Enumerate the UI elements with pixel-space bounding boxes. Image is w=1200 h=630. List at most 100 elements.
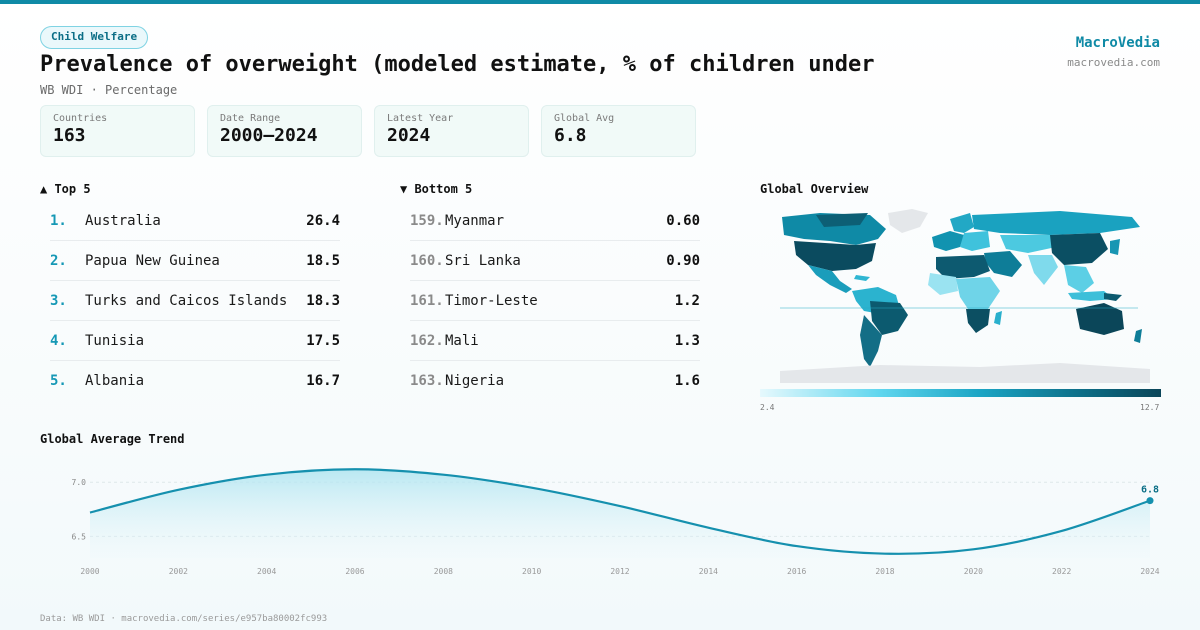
data-point[interactable]	[264, 472, 269, 477]
data-point[interactable]	[618, 504, 623, 509]
country-name: Sri Lanka	[445, 252, 521, 269]
region-mexico[interactable]	[808, 265, 852, 293]
x-tick-label: 2014	[699, 567, 718, 576]
region-europe-east[interactable]	[960, 231, 990, 251]
region-brazil[interactable]	[870, 301, 908, 335]
legend-min-label: 2.4	[760, 403, 775, 412]
country-value: 16.7	[306, 373, 340, 389]
x-tick-label: 2002	[169, 567, 188, 576]
rank-number: 161.	[410, 292, 444, 309]
trend-chart[interactable]: 7.0 6.5 6.8 2000 2002 2004 2006 2008 2010 2012 201…	[40, 458, 1170, 583]
x-tick-label: 2016	[787, 567, 806, 576]
list-item[interactable]: 162. Mali 1.3	[410, 321, 700, 361]
data-point[interactable]	[88, 510, 93, 515]
region-canada-north[interactable]	[816, 213, 868, 227]
country-name: Albania	[85, 373, 145, 389]
category-badge: Child Welfare	[40, 26, 149, 49]
region-south-asia[interactable]	[1028, 255, 1058, 285]
region-greenland[interactable]	[888, 209, 928, 233]
stat-value: 6.8	[554, 125, 587, 146]
list-item[interactable]: 4. Tunisia 17.5	[50, 321, 340, 361]
data-point[interactable]	[176, 487, 181, 492]
map-color-scale	[760, 389, 1161, 397]
footer-source: Data: WB WDI · macrovedia.com/series/e95…	[40, 614, 328, 624]
world-choropleth-map[interactable]	[760, 205, 1160, 385]
region-madagascar[interactable]	[994, 311, 1002, 325]
region-new-zealand[interactable]	[1134, 329, 1142, 343]
stat-label: Date Range	[220, 113, 281, 124]
region-png[interactable]	[1104, 293, 1122, 301]
world-map-svg	[780, 209, 1150, 383]
country-value: 0.90	[666, 252, 700, 269]
list-item[interactable]: 5. Albania 16.7	[50, 361, 340, 401]
x-tick-label: 2022	[1052, 567, 1071, 576]
list-item[interactable]: 160. Sri Lanka 0.90	[410, 241, 700, 281]
region-russia[interactable]	[972, 211, 1140, 235]
data-point[interactable]	[529, 485, 534, 490]
list-item[interactable]: 3. Turks and Caicos Islands 18.3	[50, 281, 340, 321]
legend-max-label: 12.7	[1140, 403, 1160, 412]
top5-list: 1. Australia 26.4 2. Papua New Guinea 18…	[50, 201, 340, 401]
list-item[interactable]: 163. Nigeria 1.6	[410, 361, 700, 401]
stat-value: 163	[53, 125, 86, 146]
rank-number: 163.	[410, 373, 444, 389]
brand-url[interactable]: macrovedia.com	[1067, 56, 1160, 69]
rank-number: 3.	[50, 292, 67, 309]
region-middle-east[interactable]	[984, 251, 1022, 277]
data-point[interactable]	[353, 467, 358, 472]
end-value-label: 6.8	[1141, 485, 1159, 496]
list-item[interactable]: 161. Timor-Leste 1.2	[410, 281, 700, 321]
data-point[interactable]	[883, 551, 888, 556]
country-name: Papua New Guinea	[85, 252, 220, 269]
rank-number: 1.	[50, 212, 67, 229]
data-point[interactable]	[441, 472, 446, 477]
region-japan-korea[interactable]	[1110, 239, 1120, 255]
region-china[interactable]	[1050, 233, 1108, 265]
data-point[interactable]	[794, 544, 799, 549]
y-tick-label: 7.0	[72, 478, 87, 487]
data-point[interactable]	[1059, 528, 1064, 533]
region-indonesia[interactable]	[1068, 291, 1114, 301]
region-scandinavia[interactable]	[950, 213, 974, 233]
region-south-america-south[interactable]	[860, 315, 882, 367]
country-name: Nigeria	[445, 373, 505, 389]
list-item[interactable]: 2. Papua New Guinea 18.5	[50, 241, 340, 281]
data-point[interactable]	[971, 547, 976, 552]
brand-name[interactable]: MacroVedia	[1075, 35, 1160, 51]
region-west-africa[interactable]	[928, 273, 958, 295]
country-name: Tunisia	[85, 332, 145, 349]
country-value: 18.3	[306, 292, 340, 309]
list-item[interactable]: 159. Myanmar 0.60	[410, 201, 700, 241]
x-tick-label: 2020	[964, 567, 983, 576]
x-tick-label: 2008	[434, 567, 453, 576]
region-usa[interactable]	[794, 241, 876, 271]
list-item[interactable]: 1. Australia 26.4	[50, 201, 340, 241]
data-point[interactable]	[706, 525, 711, 530]
country-value: 26.4	[306, 212, 340, 229]
top-accent-bar	[0, 0, 1200, 4]
region-australia[interactable]	[1076, 303, 1124, 335]
region-southern-africa[interactable]	[966, 309, 990, 333]
stat-card-date-range: Date Range 2000–2024	[207, 105, 362, 157]
x-tick-label: 2024	[1140, 567, 1159, 576]
rank-number: 159.	[410, 212, 444, 229]
country-value: 17.5	[306, 332, 340, 349]
region-north-africa[interactable]	[936, 255, 990, 279]
x-tick-label: 2004	[257, 567, 276, 576]
latest-data-point[interactable]	[1146, 497, 1154, 505]
region-antarctica[interactable]	[780, 363, 1150, 383]
region-southeast-asia[interactable]	[1064, 265, 1094, 293]
trend-line[interactable]	[89, 468, 1151, 555]
region-europe-west[interactable]	[932, 231, 964, 251]
region-central-asia[interactable]	[1000, 235, 1056, 253]
country-name: Mali	[445, 332, 479, 349]
bottom5-list: 159. Myanmar 0.60 160. Sri Lanka 0.90 16…	[410, 201, 700, 401]
country-value: 1.3	[674, 332, 700, 349]
country-name: Myanmar	[445, 212, 505, 229]
region-caribbean[interactable]	[854, 275, 870, 281]
region-central-africa[interactable]	[956, 277, 1000, 309]
bottom5-heading: ▼ Bottom 5	[400, 182, 473, 196]
trend-chart-svg: 7.0 6.5 6.8 2000 2002 2004 2006 2008 2010 2012 201…	[72, 467, 1160, 576]
country-name: Turks and Caicos Islands	[85, 292, 288, 309]
rank-number: 160.	[410, 252, 444, 269]
